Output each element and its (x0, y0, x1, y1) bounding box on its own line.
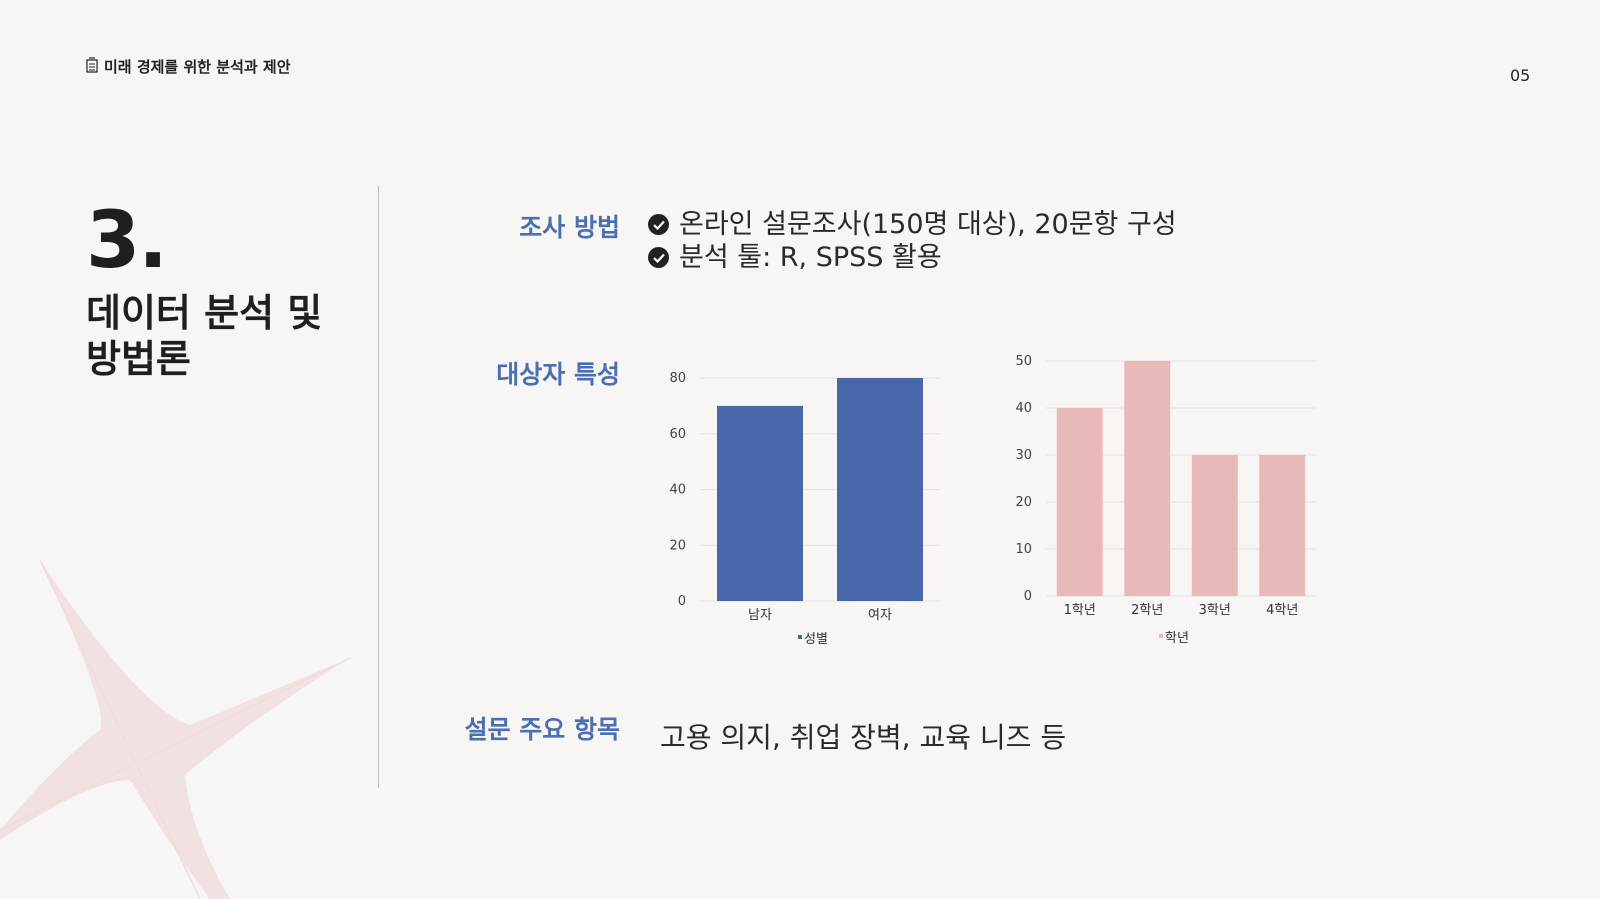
y-tick-label: 60 (669, 427, 686, 442)
y-tick-label: 0 (678, 594, 686, 609)
legend-marker (798, 635, 802, 639)
x-tick-label: 1학년 (1064, 603, 1096, 618)
y-tick-label: 40 (1015, 401, 1032, 416)
x-tick-label: 여자 (868, 608, 892, 623)
method-text: 온라인 설문조사(150명 대상), 20문항 구성 (679, 209, 1177, 240)
sparkle-decoration (0, 559, 351, 899)
page-number: 05 (1510, 66, 1531, 85)
subjects-label: 대상자 특성 (496, 360, 620, 389)
method-label: 조사 방법 (519, 213, 620, 242)
check-circle-icon (648, 247, 669, 268)
check-circle-icon (648, 214, 669, 235)
y-tick-label: 40 (669, 483, 686, 498)
vertical-divider (378, 186, 379, 788)
y-tick-label: 50 (1015, 354, 1032, 369)
legend-marker (1159, 634, 1163, 638)
method-list: 온라인 설문조사(150명 대상), 20문항 구성 분석 툴: R, SPSS… (648, 208, 1177, 274)
y-tick-label: 20 (669, 538, 686, 553)
x-tick-label: 3학년 (1199, 603, 1231, 618)
x-tick-label: 남자 (748, 608, 772, 623)
bar (1124, 361, 1171, 596)
section-title-line2: 방법론 (86, 337, 191, 381)
bar (1259, 455, 1306, 596)
y-tick-label: 0 (1024, 589, 1032, 604)
document-icon (86, 56, 98, 77)
bar (1191, 455, 1238, 596)
header: 미래 경제를 위한 분석과 제안 (86, 56, 291, 77)
method-item: 온라인 설문조사(150명 대상), 20문항 구성 (648, 208, 1177, 241)
bar (837, 378, 923, 601)
survey-items: 고용 의지, 취업 장벽, 교육 니즈 등 (660, 721, 1067, 754)
header-title: 미래 경제를 위한 분석과 제안 (104, 58, 291, 76)
y-tick-label: 20 (1015, 495, 1032, 510)
bar (717, 405, 803, 601)
section-number: 3. (86, 196, 168, 286)
legend-label: 성별 (804, 632, 828, 647)
x-tick-label: 4학년 (1266, 603, 1298, 618)
method-item: 분석 툴: R, SPSS 활용 (648, 241, 1177, 274)
legend-label: 학년 (1165, 631, 1189, 646)
bar (1056, 408, 1103, 596)
section-title-line1: 데이터 분석 및 (86, 291, 323, 335)
y-tick-label: 10 (1015, 542, 1032, 557)
y-tick-label: 80 (669, 371, 686, 386)
y-tick-label: 30 (1015, 448, 1032, 463)
method-text: 분석 툴: R, SPSS 활용 (679, 242, 942, 273)
x-tick-label: 2학년 (1131, 603, 1163, 618)
section-title: 데이터 분석 및 방법론 (86, 290, 376, 382)
survey-label: 설문 주요 항목 (464, 715, 620, 744)
